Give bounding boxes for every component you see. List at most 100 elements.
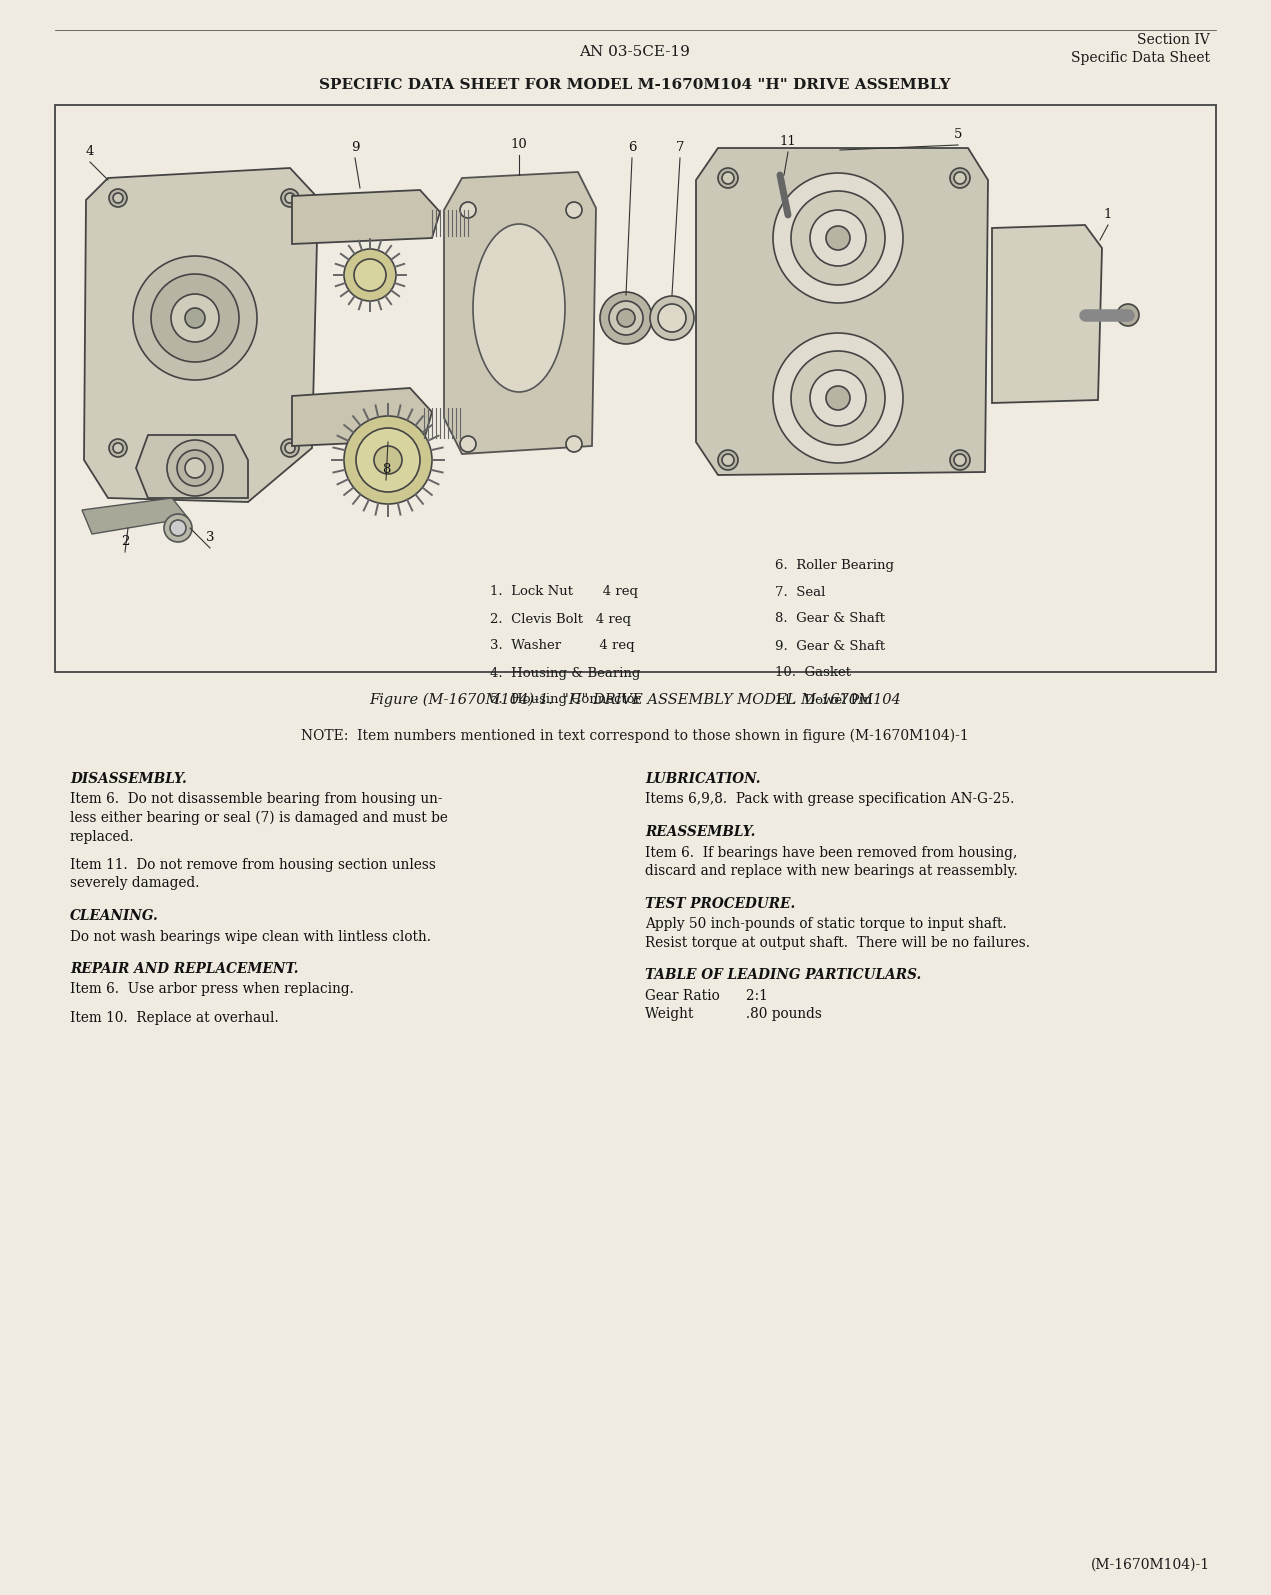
Circle shape xyxy=(460,435,477,451)
Text: SPECIFIC DATA SHEET FOR MODEL M-1670M104 "H" DRIVE ASSEMBLY: SPECIFIC DATA SHEET FOR MODEL M-1670M104… xyxy=(319,78,951,93)
Text: Item 11.  Do not remove from housing section unless: Item 11. Do not remove from housing sect… xyxy=(70,858,436,872)
Circle shape xyxy=(810,370,866,426)
Circle shape xyxy=(113,193,123,203)
Polygon shape xyxy=(83,498,188,534)
Text: 4.  Housing & Bearing: 4. Housing & Bearing xyxy=(491,667,641,679)
Text: 8: 8 xyxy=(381,463,390,475)
Circle shape xyxy=(133,257,257,380)
Text: 2: 2 xyxy=(121,534,130,549)
Text: DISASSEMBLY.: DISASSEMBLY. xyxy=(70,772,187,786)
Text: TABLE OF LEADING PARTICULARS.: TABLE OF LEADING PARTICULARS. xyxy=(644,968,921,983)
Circle shape xyxy=(177,450,214,486)
Circle shape xyxy=(949,167,970,188)
Polygon shape xyxy=(697,148,988,475)
Text: REASSEMBLY.: REASSEMBLY. xyxy=(644,825,755,839)
Circle shape xyxy=(566,435,582,451)
Circle shape xyxy=(773,172,902,303)
Circle shape xyxy=(170,520,186,536)
Text: 10.  Gasket: 10. Gasket xyxy=(775,667,852,679)
Circle shape xyxy=(172,293,219,341)
Text: 1.  Lock Nut       4 req: 1. Lock Nut 4 req xyxy=(491,585,638,598)
Circle shape xyxy=(566,203,582,219)
Circle shape xyxy=(344,249,397,301)
Text: 7.  Seal: 7. Seal xyxy=(775,585,825,598)
Bar xyxy=(55,105,1216,671)
Circle shape xyxy=(649,297,694,340)
Circle shape xyxy=(186,458,205,478)
Circle shape xyxy=(955,455,966,466)
Text: NOTE:  Item numbers mentioned in text correspond to those shown in figure (M-167: NOTE: Item numbers mentioned in text cor… xyxy=(301,729,969,743)
Circle shape xyxy=(109,439,127,458)
Text: Weight            .80 pounds: Weight .80 pounds xyxy=(644,1006,822,1021)
Circle shape xyxy=(356,427,419,491)
Circle shape xyxy=(109,188,127,207)
Circle shape xyxy=(722,455,733,466)
Circle shape xyxy=(186,308,205,329)
Circle shape xyxy=(151,274,239,362)
Circle shape xyxy=(718,167,738,188)
Text: 11: 11 xyxy=(779,136,797,148)
Text: less either bearing or seal (7) is damaged and must be: less either bearing or seal (7) is damag… xyxy=(70,810,447,825)
Text: LUBRICATION.: LUBRICATION. xyxy=(644,772,760,786)
Polygon shape xyxy=(136,435,248,498)
Text: Item 6.  Do not disassemble bearing from housing un-: Item 6. Do not disassemble bearing from … xyxy=(70,793,442,807)
Text: Item 10.  Replace at overhaul.: Item 10. Replace at overhaul. xyxy=(70,1011,278,1026)
Circle shape xyxy=(355,258,386,290)
Text: 10: 10 xyxy=(511,139,527,152)
Circle shape xyxy=(616,309,636,327)
Text: 9.  Gear & Shaft: 9. Gear & Shaft xyxy=(775,640,885,652)
Text: Items 6,9,8.  Pack with grease specification AN-G-25.: Items 6,9,8. Pack with grease specificat… xyxy=(644,793,1014,807)
Text: Do not wash bearings wipe clean with lintless cloth.: Do not wash bearings wipe clean with lin… xyxy=(70,930,431,944)
Text: 4: 4 xyxy=(86,145,94,158)
Polygon shape xyxy=(84,167,318,502)
Circle shape xyxy=(600,292,652,345)
Circle shape xyxy=(609,301,643,335)
Text: 9: 9 xyxy=(351,140,360,155)
Polygon shape xyxy=(292,190,440,244)
Text: Resist torque at output shaft.  There will be no failures.: Resist torque at output shaft. There wil… xyxy=(644,936,1030,949)
Text: TEST PROCEDURE.: TEST PROCEDURE. xyxy=(644,896,796,911)
Text: 3: 3 xyxy=(206,531,215,544)
Text: discard and replace with new bearings at reassembly.: discard and replace with new bearings at… xyxy=(644,864,1018,877)
Text: 7: 7 xyxy=(676,140,684,155)
Circle shape xyxy=(113,443,123,453)
Circle shape xyxy=(791,191,885,286)
Circle shape xyxy=(955,172,966,183)
Circle shape xyxy=(460,203,477,219)
Circle shape xyxy=(773,333,902,463)
Text: REPAIR AND REPLACEMENT.: REPAIR AND REPLACEMENT. xyxy=(70,962,299,976)
Circle shape xyxy=(949,450,970,471)
Circle shape xyxy=(1117,305,1139,325)
Polygon shape xyxy=(292,388,432,447)
Circle shape xyxy=(281,188,299,207)
Circle shape xyxy=(722,172,733,183)
Circle shape xyxy=(658,305,686,332)
Text: 6.  Roller Bearing: 6. Roller Bearing xyxy=(775,558,894,571)
Text: 8.  Gear & Shaft: 8. Gear & Shaft xyxy=(775,612,885,625)
Circle shape xyxy=(791,351,885,445)
Text: CLEANING.: CLEANING. xyxy=(70,909,159,924)
Text: Apply 50 inch-pounds of static torque to input shaft.: Apply 50 inch-pounds of static torque to… xyxy=(644,917,1007,931)
Text: (M-1670M104)-1: (M-1670M104)-1 xyxy=(1091,1558,1210,1573)
Circle shape xyxy=(374,447,402,474)
Ellipse shape xyxy=(473,223,566,392)
Circle shape xyxy=(167,440,222,496)
Text: Figure (M-1670M104)-1.  "H" DRIVE ASSEMBLY MODEL M-1670M104: Figure (M-1670M104)-1. "H" DRIVE ASSEMBL… xyxy=(369,692,901,707)
Text: Section IV: Section IV xyxy=(1138,33,1210,46)
Text: AN 03-5CE-19: AN 03-5CE-19 xyxy=(580,45,690,59)
Circle shape xyxy=(344,416,432,504)
Polygon shape xyxy=(444,172,596,455)
Text: Item 6.  Use arbor press when replacing.: Item 6. Use arbor press when replacing. xyxy=(70,983,353,997)
Text: 5: 5 xyxy=(953,128,962,140)
Text: severely damaged.: severely damaged. xyxy=(70,877,200,890)
Text: 1: 1 xyxy=(1103,207,1112,222)
Text: Specific Data Sheet: Specific Data Sheet xyxy=(1071,51,1210,65)
Text: 11.  Dowel Pin: 11. Dowel Pin xyxy=(775,694,872,707)
Circle shape xyxy=(285,193,295,203)
Text: Item 6.  If bearings have been removed from housing,: Item 6. If bearings have been removed fr… xyxy=(644,845,1017,860)
Circle shape xyxy=(164,514,192,542)
Circle shape xyxy=(285,443,295,453)
Circle shape xyxy=(826,386,850,410)
Text: 6: 6 xyxy=(628,140,637,155)
Text: 5.  Housing Connector: 5. Housing Connector xyxy=(491,694,641,707)
